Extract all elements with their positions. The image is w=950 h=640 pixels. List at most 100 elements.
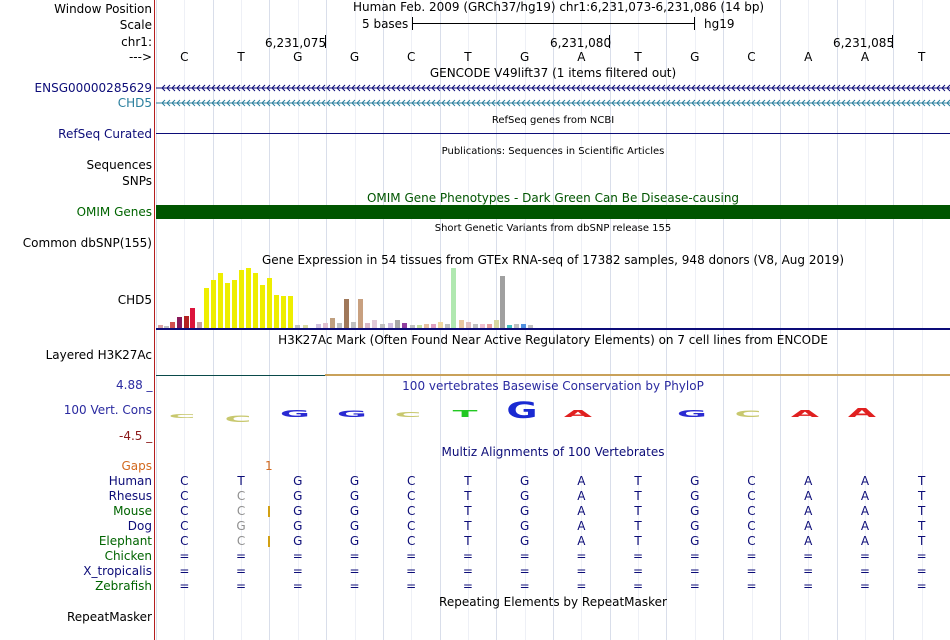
- gtex-tissue-bar[interactable]: [253, 273, 258, 328]
- gtex-tissue-bar[interactable]: [438, 322, 443, 328]
- gtex-tissue-bar[interactable]: [177, 317, 182, 328]
- track-separator[interactable]: [154, 0, 155, 640]
- gtex-tissue-bar[interactable]: [395, 320, 400, 328]
- gtex-tissue-bar[interactable]: [487, 324, 492, 328]
- gtex-tissue-bar[interactable]: [246, 268, 251, 328]
- species-label[interactable]: Elephant: [98, 534, 152, 548]
- gtex-tissue-bar[interactable]: [274, 295, 279, 328]
- gtex-tissue-bar[interactable]: [388, 323, 393, 328]
- gtex-tissue-bar[interactable]: [507, 325, 512, 328]
- dbsnp-label[interactable]: Common dbSNP(155): [22, 236, 152, 250]
- gtex-tissue-bar[interactable]: [514, 324, 519, 328]
- alignment-base: C: [407, 534, 416, 548]
- species-label[interactable]: Zebrafish: [95, 579, 152, 593]
- conservation-title: 100 vertebrates Basewise Conservation by…: [402, 379, 704, 393]
- gencode-item-ensg[interactable]: ENSG00000285629: [34, 81, 152, 95]
- gtex-tissue-bar[interactable]: [260, 285, 265, 328]
- gtex-tissue-bar[interactable]: [431, 324, 436, 328]
- gtex-tissue-bar[interactable]: [170, 322, 175, 328]
- gtex-tissue-bar[interactable]: [281, 296, 286, 328]
- gtex-tissue-bar[interactable]: [303, 325, 308, 328]
- species-label[interactable]: Human: [108, 474, 152, 488]
- gtex-tissue-bar[interactable]: [480, 324, 485, 328]
- species-label[interactable]: Dog: [127, 519, 152, 533]
- omim-label[interactable]: OMIM Genes: [76, 205, 152, 219]
- gtex-label[interactable]: CHD5: [117, 293, 152, 307]
- cons-base-3: G: [280, 408, 310, 419]
- gtex-tissue-bar[interactable]: [445, 324, 450, 328]
- gtex-tissue-bar[interactable]: [190, 308, 195, 328]
- gtex-tissue-bar[interactable]: [337, 323, 342, 328]
- gtex-tissue-bar[interactable]: [204, 288, 209, 328]
- gtex-tissue-bar[interactable]: [164, 326, 169, 328]
- species-label[interactable]: Mouse: [113, 504, 152, 518]
- omim-phenotype-bar[interactable]: [156, 205, 950, 219]
- species-label[interactable]: Rhesus: [108, 489, 152, 503]
- gtex-tissue-bar[interactable]: [358, 299, 363, 328]
- gtex-tissue-bar[interactable]: [295, 325, 300, 328]
- gencode-ensg-gene-line[interactable]: [156, 84, 950, 92]
- alignment-base: T: [464, 489, 472, 503]
- conservation-logo[interactable]: C C G G C T G A G C A A: [156, 392, 950, 438]
- gtex-tissue-bar[interactable]: [521, 324, 526, 328]
- h3k27ac-label[interactable]: Layered H3K27Ac: [45, 348, 152, 362]
- alignment-base: =: [576, 579, 587, 593]
- gtex-tissue-bar[interactable]: [225, 283, 230, 328]
- gtex-tissue-bar[interactable]: [459, 320, 464, 328]
- alignment-base: C: [407, 504, 416, 518]
- gtex-tissue-bar[interactable]: [380, 324, 385, 328]
- gencode-item-chd5[interactable]: CHD5: [117, 96, 152, 110]
- gtex-tissue-bar[interactable]: [402, 323, 407, 328]
- gtex-tissue-bar[interactable]: [323, 323, 328, 328]
- conservation-label[interactable]: 100 Vert. Cons: [63, 403, 152, 417]
- cons-base-13: A: [848, 406, 876, 420]
- gtex-tissue-bar[interactable]: [451, 268, 456, 328]
- alignment-base: =: [292, 564, 303, 578]
- gtex-tissue-bar[interactable]: [417, 325, 422, 328]
- gtex-tissue-bar[interactable]: [365, 323, 370, 328]
- h3k27ac-signal-top[interactable]: [325, 374, 950, 376]
- base-letter: T: [464, 50, 472, 64]
- gtex-tissue-bar[interactable]: [239, 270, 244, 328]
- gtex-tissue-bar[interactable]: [528, 325, 533, 328]
- gtex-tissue-bar[interactable]: [211, 280, 216, 328]
- grid-line: [297, 0, 299, 640]
- refseq-gene-line[interactable]: [156, 133, 950, 134]
- gtex-tissue-bar[interactable]: [330, 318, 335, 328]
- gtex-tissue-bar[interactable]: [197, 322, 202, 328]
- alignment-base: A: [577, 504, 586, 518]
- alignment-base: G: [519, 504, 530, 518]
- gtex-tissue-bar[interactable]: [184, 316, 189, 328]
- alignment-base: G: [519, 519, 530, 533]
- alignment-base: G: [293, 474, 303, 488]
- gtex-tissue-bar[interactable]: [466, 322, 471, 328]
- gtex-tissue-bar[interactable]: [218, 273, 223, 328]
- sequences-label[interactable]: Sequences: [86, 158, 152, 172]
- gtex-tissue-bar[interactable]: [500, 276, 505, 328]
- grid-line: [836, 0, 838, 640]
- gtex-tissue-bar[interactable]: [410, 325, 415, 328]
- gtex-tissue-bar[interactable]: [267, 278, 272, 328]
- gtex-tissue-bar[interactable]: [494, 320, 499, 328]
- alignment-base: T: [917, 489, 926, 503]
- alignment-base: T: [464, 474, 472, 488]
- gtex-tissue-bar[interactable]: [344, 299, 349, 328]
- repeatmasker-label[interactable]: RepeatMasker: [66, 610, 152, 624]
- alignment-base: T: [917, 519, 926, 533]
- species-label[interactable]: Chicken: [104, 549, 152, 563]
- refseq-label[interactable]: RefSeq Curated: [58, 127, 152, 141]
- base-letter: G: [293, 50, 303, 64]
- gtex-tissue-bar[interactable]: [372, 320, 377, 328]
- gaps-label[interactable]: Gaps: [121, 459, 152, 473]
- gtex-tissue-bar[interactable]: [232, 280, 237, 328]
- gtex-tissue-bar[interactable]: [288, 296, 293, 328]
- alignment-base: C: [180, 489, 189, 503]
- gtex-tissue-bar[interactable]: [351, 322, 356, 328]
- gtex-tissue-bar[interactable]: [424, 324, 429, 328]
- gtex-tissue-bar[interactable]: [473, 324, 478, 328]
- species-label[interactable]: X_tropicalis: [83, 564, 152, 578]
- gtex-tissue-bar[interactable]: [158, 325, 163, 328]
- snps-label[interactable]: SNPs: [122, 174, 152, 188]
- gtex-tissue-bar[interactable]: [316, 324, 321, 328]
- gencode-chd5-gene-line[interactable]: [156, 99, 950, 107]
